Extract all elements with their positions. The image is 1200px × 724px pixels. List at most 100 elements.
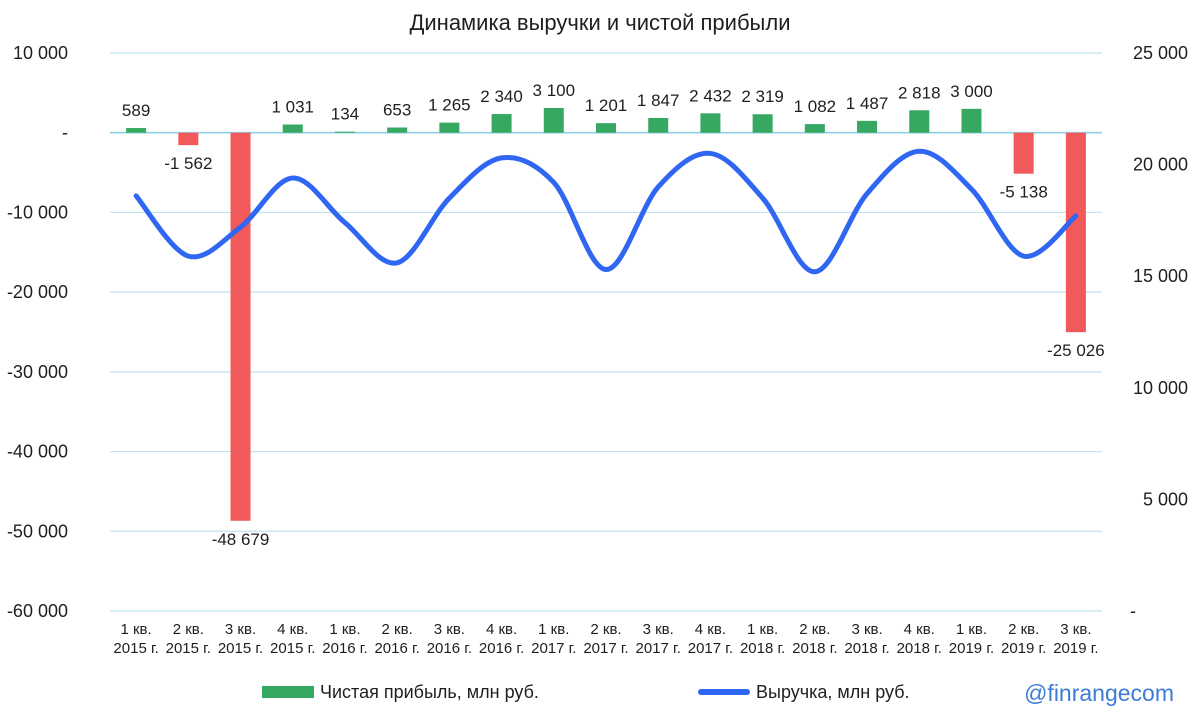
profit-bar-label: 1 265 [428, 96, 471, 115]
profit-bar [230, 132, 251, 521]
profit-bar [439, 122, 460, 133]
profit-bar-label: -1 562 [164, 154, 212, 173]
revenue-line [133, 148, 1079, 275]
left-tick-label: -50 000 [7, 521, 68, 541]
left-tick-label: -30 000 [7, 362, 68, 382]
legend-profit-label: Чистая прибыль, млн руб. [320, 681, 539, 702]
profit-bar [543, 108, 564, 133]
profit-bar [752, 114, 773, 133]
profit-bar [1065, 132, 1086, 333]
category-label-year: 2015 г. [113, 640, 158, 657]
profit-bar [178, 132, 199, 146]
profit-bar-label: 1 201 [585, 96, 628, 115]
revenue-line-group [133, 148, 1079, 275]
category-label-year: 2019 г. [1001, 640, 1046, 657]
profit-bar-label: 3 000 [950, 82, 993, 101]
category-label-year: 2017 г. [531, 640, 576, 657]
profit-bar [387, 127, 408, 133]
category-label-year: 2018 г. [740, 640, 785, 657]
profit-bar [961, 108, 982, 133]
profit-bar-label: 2 340 [480, 87, 523, 106]
profit-bar [126, 128, 147, 133]
category-label-quarter: 2 кв. [799, 621, 830, 638]
profit-bar-label: 2 319 [741, 87, 784, 106]
category-label-quarter: 2 кв. [590, 621, 621, 638]
profit-bar-label: 3 100 [533, 81, 576, 100]
watermark: @finrangecom [1024, 680, 1174, 706]
category-label-quarter: 4 кв. [486, 621, 517, 638]
category-label-quarter: 4 кв. [277, 621, 308, 638]
profit-bar-label: 1 487 [846, 94, 889, 113]
profit-bar-label: 2 818 [898, 83, 941, 102]
category-label-year: 2015 г. [166, 640, 211, 657]
category-label-year: 2019 г. [1053, 640, 1098, 657]
legend-profit: Чистая прибыль, млн руб. [262, 680, 539, 704]
profit-bar [909, 110, 930, 133]
category-label-quarter: 1 кв. [538, 621, 569, 638]
category-label-year: 2017 г. [583, 640, 628, 657]
right-tick-label: 10 000 [1133, 378, 1188, 398]
right-tick-label: 20 000 [1133, 155, 1188, 175]
profit-bar-label: 134 [331, 105, 359, 124]
category-label-quarter: 4 кв. [904, 621, 935, 638]
category-label-year: 2018 г. [792, 640, 837, 657]
left-axis-ticks: -60 000-50 000-40 000-30 000-20 000-10 0… [7, 43, 68, 621]
category-label-quarter: 3 кв. [643, 621, 674, 638]
category-label-year: 2016 г. [479, 640, 524, 657]
legend-revenue: Выручка, млн руб. [698, 680, 910, 704]
profit-bar [596, 123, 616, 133]
profit-bar-label: 1 031 [271, 97, 314, 116]
profit-bar [1013, 132, 1034, 174]
category-label-year: 2016 г. [322, 640, 367, 657]
profit-bar-label: -25 026 [1047, 341, 1105, 360]
profit-bar-label: 589 [122, 101, 150, 120]
profit-bar [804, 124, 825, 133]
profit-bar [648, 117, 669, 133]
profit-bar-label: 2 432 [689, 86, 732, 105]
legend-revenue-label: Выручка, млн руб. [756, 681, 910, 702]
category-label-quarter: 1 кв. [747, 621, 778, 638]
category-label-year: 2016 г. [427, 640, 472, 657]
left-tick-label: 10 000 [13, 43, 68, 63]
profit-bar [334, 131, 355, 133]
left-tick-label: -10 000 [7, 202, 68, 222]
left-tick-label: -40 000 [7, 442, 68, 462]
category-label-quarter: 1 кв. [956, 621, 987, 638]
legend-profit-swatch [262, 686, 314, 698]
category-label-year: 2019 г. [949, 640, 994, 657]
profit-bar [491, 114, 512, 133]
category-label-year: 2017 г. [636, 640, 681, 657]
profit-bar [700, 113, 721, 133]
profit-bar [857, 120, 878, 133]
category-label-quarter: 2 кв. [1008, 621, 1039, 638]
profit-bar-label: -5 138 [1000, 183, 1048, 202]
right-axis-ticks: - 5 000 10 000 15 000 20 000 25 000 [1130, 43, 1188, 621]
right-tick-label: - [1130, 601, 1136, 621]
category-label-year: 2018 г. [897, 640, 942, 657]
category-label-quarter: 3 кв. [225, 621, 256, 638]
left-tick-label: - [62, 123, 68, 143]
category-label-year: 2017 г. [688, 640, 733, 657]
category-label-quarter: 3 кв. [1060, 621, 1091, 638]
category-label-year: 2015 г. [270, 640, 315, 657]
right-tick-label: 15 000 [1133, 266, 1188, 286]
profit-bars [126, 108, 1086, 521]
category-label-quarter: 2 кв. [173, 621, 204, 638]
right-tick-label: 5 000 [1143, 489, 1188, 509]
left-tick-label: -60 000 [7, 601, 68, 621]
right-tick-label: 25 000 [1133, 43, 1188, 63]
profit-bar-label: 653 [383, 101, 411, 120]
category-label-quarter: 2 кв. [382, 621, 413, 638]
profit-bar-label: 1 082 [794, 97, 837, 116]
legend-revenue-swatch [698, 689, 750, 695]
profit-bar-label: 1 847 [637, 91, 680, 110]
category-label-quarter: 4 кв. [695, 621, 726, 638]
profit-bar-labels: 589 -1 562 -48 679 1 031 134 653 1 265 2 340 3 1… [122, 81, 1105, 549]
category-label-year: 2016 г. [374, 640, 419, 657]
chart-title: Динамика выручки и чистой прибыли [409, 10, 791, 35]
category-label-quarter: 3 кв. [434, 621, 465, 638]
gridlines [110, 52, 1102, 612]
profit-bar [282, 124, 303, 133]
category-label-quarter: 1 кв. [329, 621, 360, 638]
